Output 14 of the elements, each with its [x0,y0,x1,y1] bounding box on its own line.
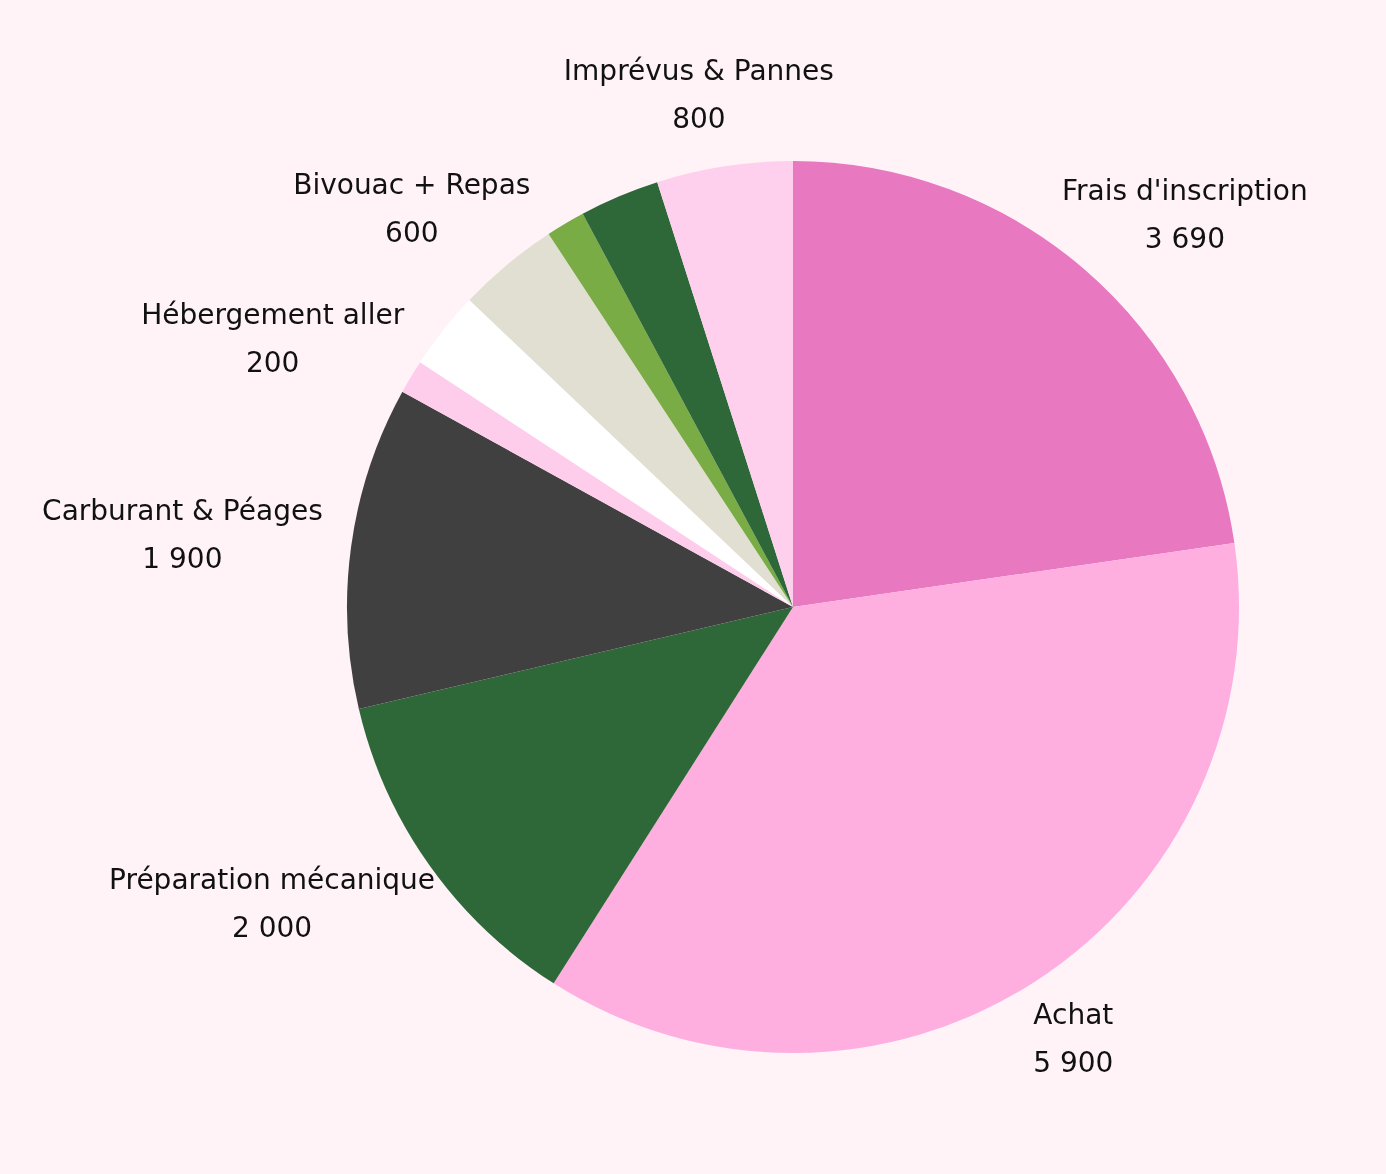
data-label: 1 900 [142,542,223,576]
slice-label: Hébergement aller [141,297,405,331]
data-label: 200 [245,345,300,379]
slice-label: Achat [1033,997,1114,1031]
slice-label: Imprévus & Pannes [563,54,834,88]
data-label: 5 900 [1033,1045,1114,1079]
slice-label: Carburant & Péages [42,494,323,528]
data-label: 3 690 [1144,222,1225,256]
data-label: 600 [385,216,439,250]
data-label: 800 [672,102,726,136]
slice-label: Bivouac + Repas [293,168,531,202]
data-label: 2 000 [232,911,313,945]
slice-label: Préparation mécanique [109,863,436,897]
slice-label: Frais d'inscription [1062,174,1308,208]
